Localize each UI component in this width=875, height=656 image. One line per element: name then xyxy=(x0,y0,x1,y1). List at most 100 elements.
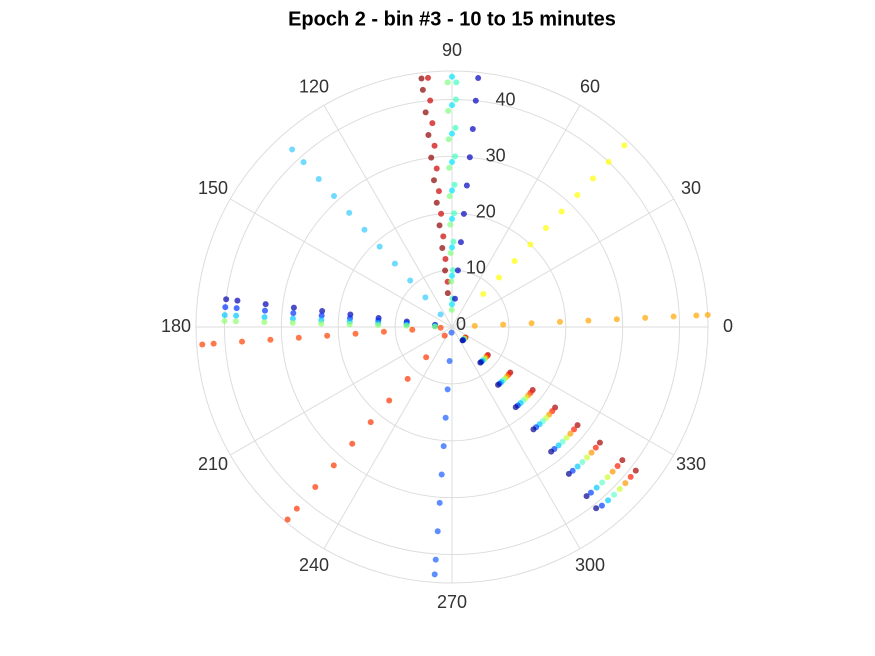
point xyxy=(222,304,229,311)
point xyxy=(472,97,479,104)
point xyxy=(477,359,484,366)
point xyxy=(346,321,353,328)
r-tick-label: 30 xyxy=(486,146,506,166)
point xyxy=(469,125,476,132)
point xyxy=(449,73,455,80)
point xyxy=(441,332,448,339)
point xyxy=(330,462,337,469)
point xyxy=(422,109,429,116)
point xyxy=(432,556,439,563)
point xyxy=(438,471,445,478)
point xyxy=(448,329,455,336)
theta-tick-label: 300 xyxy=(575,555,605,575)
point xyxy=(319,308,326,315)
point xyxy=(619,457,626,464)
point xyxy=(451,295,458,302)
point xyxy=(289,146,296,153)
point xyxy=(409,326,416,333)
point xyxy=(457,239,464,246)
point xyxy=(440,233,447,240)
point xyxy=(452,124,459,131)
point xyxy=(609,468,616,475)
point xyxy=(295,334,302,341)
point xyxy=(453,79,460,86)
point xyxy=(449,215,455,222)
point xyxy=(234,297,241,304)
point xyxy=(670,313,677,320)
point xyxy=(312,484,319,491)
point xyxy=(450,238,457,245)
point xyxy=(433,199,440,206)
point xyxy=(330,192,337,199)
theta-tick-label: 210 xyxy=(198,454,228,474)
point xyxy=(605,497,612,504)
point xyxy=(425,74,432,81)
point xyxy=(460,210,467,217)
grid-spoke xyxy=(323,326,453,549)
point xyxy=(574,191,581,198)
point xyxy=(404,375,411,382)
theta-tick-label: 330 xyxy=(676,454,706,474)
point xyxy=(466,154,473,161)
point xyxy=(596,439,603,446)
point xyxy=(450,210,457,217)
theta-tick-label: 90 xyxy=(442,40,462,60)
point xyxy=(367,419,374,426)
point xyxy=(627,473,634,480)
point xyxy=(430,177,437,184)
point xyxy=(290,304,297,311)
r-tick-label: 0 xyxy=(456,314,466,334)
point xyxy=(495,274,502,281)
point xyxy=(403,322,410,329)
point xyxy=(261,314,268,321)
point xyxy=(444,290,451,297)
point xyxy=(583,493,590,500)
point xyxy=(352,330,359,337)
point xyxy=(375,322,382,329)
point xyxy=(407,277,414,284)
point xyxy=(300,159,307,166)
r-tick-label: 10 xyxy=(466,258,486,278)
point xyxy=(436,222,443,229)
point xyxy=(444,79,451,86)
point xyxy=(267,336,274,343)
point xyxy=(431,323,438,330)
point xyxy=(262,301,269,308)
point xyxy=(447,250,454,257)
r-tick-label: 20 xyxy=(476,202,496,222)
theta-tick-label: 180 xyxy=(161,316,191,336)
point xyxy=(511,257,518,264)
point xyxy=(574,463,581,470)
point xyxy=(221,312,228,319)
point xyxy=(315,176,322,183)
theta-tick-label: 120 xyxy=(299,77,329,97)
theta-tick-label: 270 xyxy=(437,592,467,612)
point xyxy=(632,467,639,474)
point xyxy=(593,484,600,491)
grid-spoke xyxy=(230,326,453,456)
point xyxy=(261,307,268,314)
point xyxy=(527,241,534,248)
point xyxy=(233,312,240,319)
point xyxy=(449,130,455,137)
point xyxy=(442,267,449,274)
point xyxy=(221,318,228,325)
point xyxy=(471,322,478,329)
point xyxy=(452,96,459,103)
point xyxy=(512,404,519,411)
point xyxy=(233,305,240,312)
point xyxy=(565,470,572,477)
point xyxy=(442,414,449,421)
point xyxy=(261,319,268,326)
point xyxy=(422,294,429,301)
points xyxy=(199,73,711,578)
point xyxy=(616,486,623,493)
point xyxy=(621,142,628,149)
point xyxy=(605,158,612,165)
point xyxy=(391,260,398,267)
point xyxy=(318,320,325,327)
grid-spoke xyxy=(451,105,581,328)
point xyxy=(463,182,470,189)
point xyxy=(239,338,246,345)
